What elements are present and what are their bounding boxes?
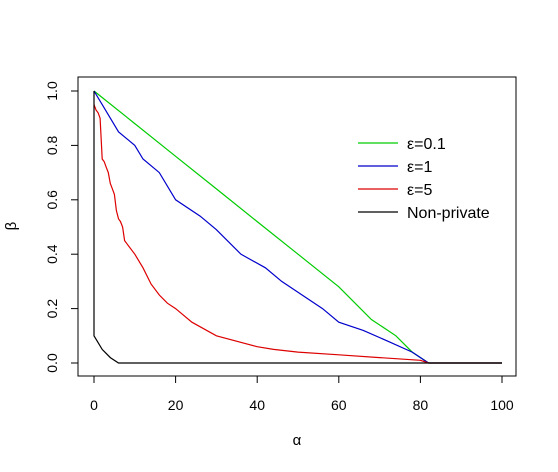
y-tick-label: 1.0 — [44, 81, 60, 101]
y-tick-label: 0.6 — [44, 190, 60, 210]
x-tick-label: 80 — [413, 397, 429, 413]
legend-label-3: Non-private — [407, 205, 490, 222]
plot-frame — [77, 76, 517, 377]
x-tick-label: 40 — [249, 397, 265, 413]
y-tick-label: 0.8 — [44, 135, 60, 155]
legend-label-2: ε=5 — [407, 182, 432, 199]
x-tick-label: 60 — [331, 397, 347, 413]
x-tick-label: 100 — [490, 397, 514, 413]
y-axis-label: β — [3, 221, 20, 230]
y-tick-label: 0.4 — [44, 244, 60, 264]
x-tick-label: 0 — [90, 397, 98, 413]
x-axis: 0 20 40 60 80 100 — [90, 375, 514, 413]
legend-label-0: ε=0.1 — [407, 136, 446, 153]
x-tick-label: 20 — [168, 397, 184, 413]
x-axis-label: α — [293, 432, 302, 449]
y-tick-label: 0.2 — [44, 299, 60, 319]
series-line-2 — [93, 104, 502, 364]
series-line-0 — [93, 90, 502, 364]
series-line-3 — [93, 91, 502, 364]
series-line-1 — [93, 90, 502, 364]
series-layer — [93, 90, 502, 364]
legend-label-1: ε=1 — [407, 159, 432, 176]
y-tick-label: 0.0 — [44, 353, 60, 373]
y-axis: 0.0 0.2 0.4 0.6 0.8 1.0 — [44, 81, 79, 373]
legend: ε=0.1 ε=1 ε=5 Non-private — [358, 136, 490, 222]
